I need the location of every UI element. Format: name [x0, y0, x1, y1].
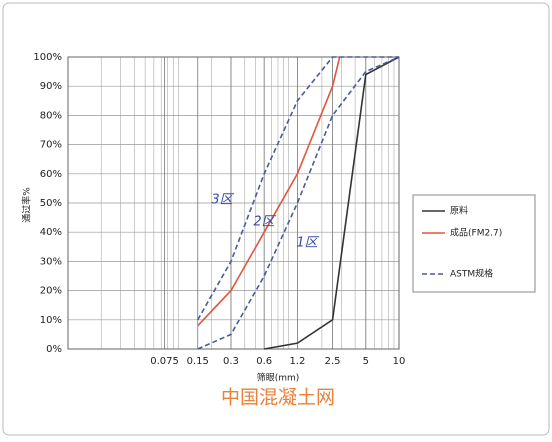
series-line: [197, 56, 341, 327]
watermark: 中国混凝土网: [221, 387, 335, 409]
legend-label: 原料: [450, 205, 468, 217]
frame: [2, 2, 550, 436]
x-tick-label: 5: [363, 356, 369, 367]
y-tick-label: 50%: [40, 198, 62, 209]
y-tick-label: 70%: [40, 140, 62, 151]
y-axis-label: 通过率%: [21, 187, 33, 223]
legend-label: ASTM规格: [450, 268, 493, 280]
plot-border: [67, 56, 400, 350]
y-tick-label: 100%: [33, 52, 62, 63]
series-line: [197, 56, 399, 321]
annotation: 1区: [296, 236, 319, 251]
y-tick-label: 20%: [40, 286, 62, 297]
x-tick-label: 0.075: [150, 356, 179, 367]
legend-label: 成品(FM2.7): [450, 227, 502, 239]
y-tick-label: 80%: [40, 110, 62, 121]
series-line: [197, 56, 400, 350]
x-tick-label: 1.2: [289, 356, 305, 367]
x-tick-label: 0.15: [187, 356, 209, 367]
series-line: [264, 56, 400, 350]
y-tick-label: 40%: [40, 227, 62, 238]
x-tick-label: 0.3: [223, 356, 239, 367]
x-tick-label: 2.5: [325, 356, 341, 367]
y-tick-label: 90%: [40, 81, 62, 92]
x-axis-label: 筛眼(mm): [257, 372, 300, 384]
y-tick-label: 30%: [40, 256, 62, 267]
x-tick-label: 0.6: [256, 356, 272, 367]
y-tick-label: 0%: [46, 344, 62, 355]
annotation: 2区: [253, 215, 276, 230]
x-tick-label: 10: [393, 356, 406, 367]
annotation: 3区: [211, 193, 234, 208]
y-tick-label: 10%: [40, 315, 62, 326]
y-tick-label: 60%: [40, 169, 62, 180]
